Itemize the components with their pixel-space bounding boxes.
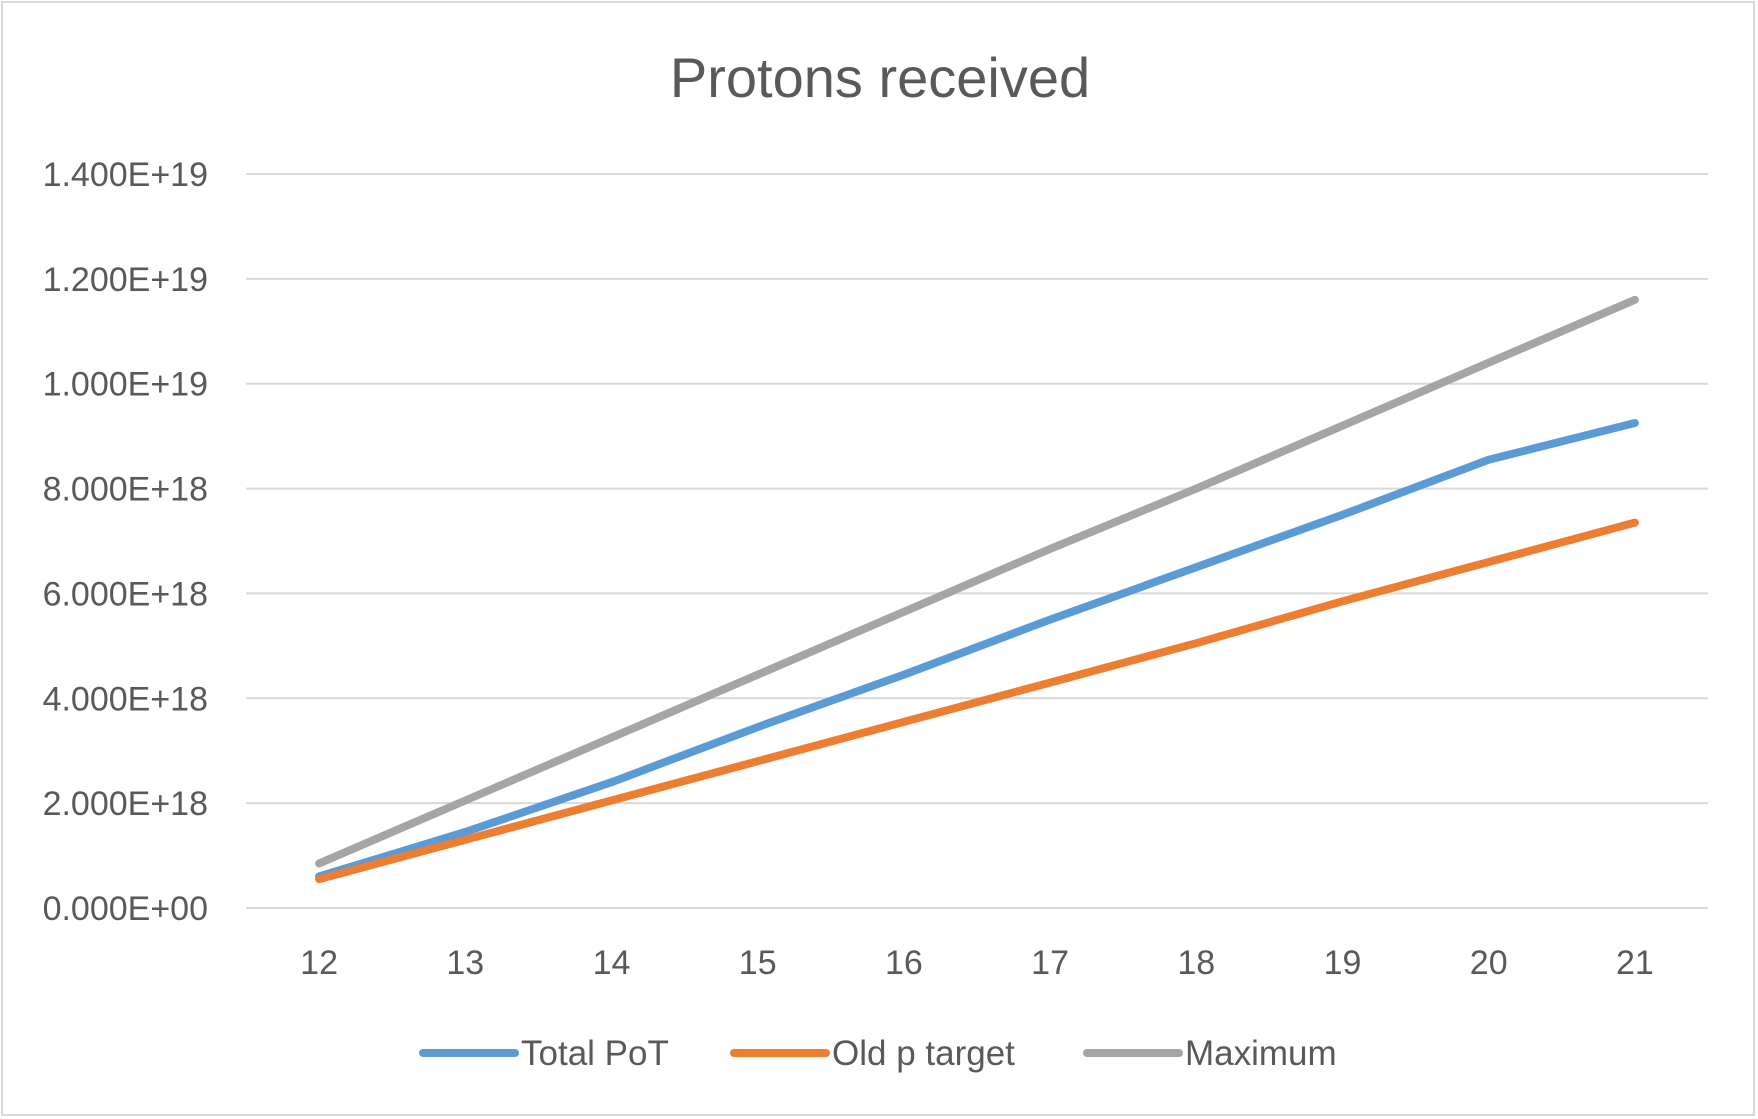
legend-label: Total PoT xyxy=(521,1034,669,1073)
x-tick-label: 20 xyxy=(1470,944,1508,982)
legend-label: Maximum xyxy=(1185,1034,1337,1073)
chart-title: Protons received xyxy=(670,46,1090,109)
y-tick-label: 8.000E+18 xyxy=(43,471,208,509)
x-tick-label: 13 xyxy=(446,944,484,982)
y-tick-label: 1.200E+19 xyxy=(43,261,208,299)
x-tick-label: 21 xyxy=(1616,944,1654,982)
y-axis-tick-labels: 0.000E+00 2.000E+18 4.000E+18 6.000E+18 8.00… xyxy=(43,156,208,928)
y-tick-label: 0.000E+00 xyxy=(43,890,208,928)
y-tick-label: 2.000E+18 xyxy=(43,785,208,823)
x-tick-label: 14 xyxy=(593,944,631,982)
series-line-old-p-target xyxy=(315,518,1639,884)
legend: Total PoT Old p target Maximum xyxy=(419,1034,1337,1073)
series-line-maximum xyxy=(315,295,1639,868)
x-tick-label: 19 xyxy=(1324,944,1362,982)
series-lines xyxy=(315,295,1639,884)
x-tick-label: 16 xyxy=(885,944,923,982)
x-axis-tick-labels: 12 13 14 15 16 17 18 19 20 21 xyxy=(300,944,1654,982)
x-tick-label: 15 xyxy=(739,944,777,982)
y-tick-label: 4.000E+18 xyxy=(43,680,208,718)
x-tick-label: 18 xyxy=(1177,944,1215,982)
y-tick-label: 1.400E+19 xyxy=(43,156,208,194)
y-tick-label: 1.000E+19 xyxy=(43,366,208,404)
legend-label: Old p target xyxy=(832,1034,1015,1073)
y-tick-label: 6.000E+18 xyxy=(43,575,208,613)
x-tick-label: 17 xyxy=(1031,944,1069,982)
x-tick-label: 12 xyxy=(300,944,338,982)
series-line-total-pot xyxy=(315,419,1639,881)
line-chart: Protons received 0.000E+00 2.000E+18 4.000… xyxy=(43,46,1708,1073)
